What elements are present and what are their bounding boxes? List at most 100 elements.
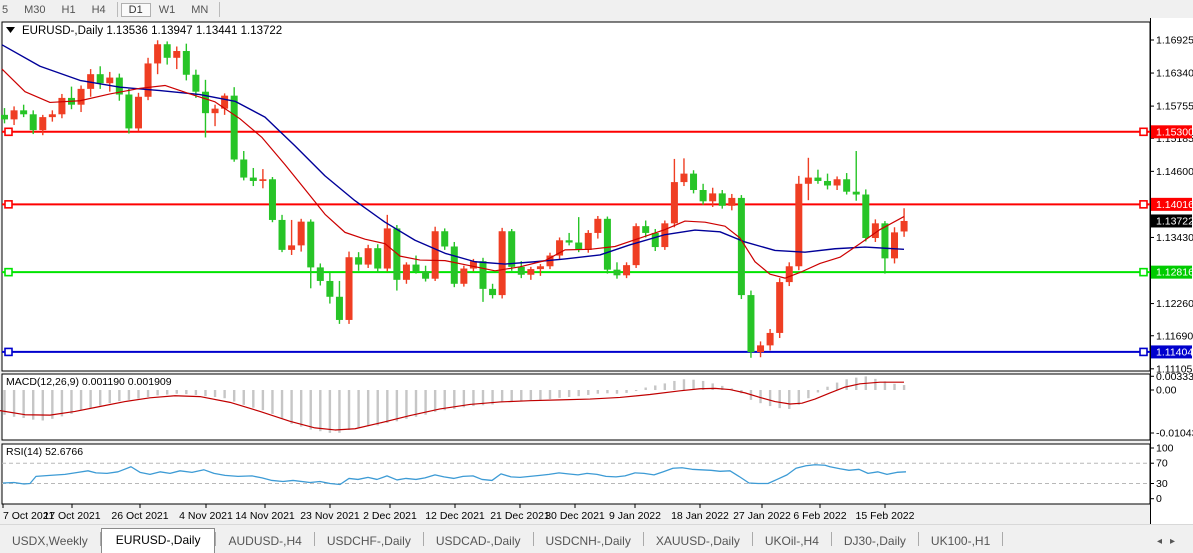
candle xyxy=(96,66,104,89)
candle xyxy=(728,193,736,211)
macd-histogram-bar xyxy=(108,390,111,404)
macd-histogram-bar xyxy=(893,383,896,390)
tab-uk100-h1[interactable]: UK100-,H1 xyxy=(930,534,991,548)
candle xyxy=(891,227,899,264)
candle-body xyxy=(690,173,698,190)
level-line-handle[interactable] xyxy=(4,200,13,209)
candle-body xyxy=(154,44,162,64)
tab-usdcad-daily[interactable]: USDCAD-,Daily xyxy=(435,534,521,548)
timeframe-button-m30[interactable]: M30 xyxy=(24,3,46,16)
macd-histogram-bar xyxy=(165,390,169,395)
candle-body xyxy=(182,51,190,75)
candle xyxy=(900,208,908,237)
candle-body xyxy=(843,179,851,192)
macd-histogram-bar xyxy=(701,380,705,390)
candle xyxy=(288,219,296,255)
chart-menu-arrow-icon[interactable] xyxy=(6,27,15,33)
candle-body xyxy=(489,288,497,296)
candle-body xyxy=(1,114,8,120)
candle-body xyxy=(441,231,449,247)
tab-dj30-daily[interactable]: DJ30-,Daily xyxy=(843,534,906,548)
candle-wick xyxy=(252,167,255,187)
candle-body xyxy=(422,271,430,279)
timeframe-button-w1[interactable]: W1 xyxy=(158,3,176,16)
rsi-axis-label: 70 xyxy=(1156,458,1168,470)
candle-body xyxy=(871,223,879,239)
tab-xauusd-daily[interactable]: XAUUSD-,Daily xyxy=(655,534,740,548)
macd-histogram-bar xyxy=(51,390,54,419)
level-line-handle[interactable] xyxy=(4,347,13,357)
macd-histogram-bar xyxy=(845,379,848,390)
candle-body xyxy=(517,266,525,275)
candle xyxy=(182,43,190,81)
tab-scroll-arrows[interactable]: ◂▸ xyxy=(1157,536,1183,547)
candle xyxy=(824,173,832,190)
level-line-handle[interactable] xyxy=(1139,267,1148,277)
macd-histogram-bar xyxy=(721,385,724,390)
macd-histogram-bar xyxy=(338,390,341,433)
tab-usdchf-daily[interactable]: USDCHF-,Daily xyxy=(326,534,411,548)
candle-body xyxy=(900,220,908,232)
macd-histogram-bar xyxy=(424,390,427,415)
candle-body xyxy=(316,267,324,281)
timeframe-button-h1[interactable]: H1 xyxy=(61,3,76,16)
timeframe-button-h4[interactable]: H4 xyxy=(91,3,106,16)
timeframe-button-mn[interactable]: MN xyxy=(191,3,209,16)
level-line-handle[interactable] xyxy=(4,267,13,277)
tab-ukoil-h4[interactable]: UKOil-,H4 xyxy=(764,534,819,548)
candle-wick xyxy=(855,151,857,201)
candle-body xyxy=(680,173,688,183)
candle xyxy=(355,252,363,271)
macd-histogram-bar xyxy=(577,390,580,397)
price-axis-box-label: 1.12816 xyxy=(1156,267,1193,279)
candle xyxy=(1,108,8,124)
price-axis-box xyxy=(1151,265,1192,279)
candle-body xyxy=(431,231,439,279)
tab-usdcnh-daily[interactable]: USDCNH-,Daily xyxy=(545,534,631,548)
candle xyxy=(125,88,133,134)
macd-histogram-bar xyxy=(462,390,466,408)
macd-histogram-bar xyxy=(634,390,638,391)
macd-histogram-bar xyxy=(711,383,714,390)
macd-histogram-bar xyxy=(32,390,35,420)
candle-body xyxy=(747,295,755,353)
price-axis-label: 1.15755 xyxy=(1156,101,1193,113)
tab-eurusd-daily[interactable]: EURUSD-,Daily xyxy=(100,528,216,553)
rsi-panel[interactable] xyxy=(1,443,1151,505)
timeframe-button-d1[interactable]: D1 xyxy=(120,2,151,17)
level-line-handle[interactable] xyxy=(1139,200,1148,209)
date-axis-label: 14 Nov 2021 xyxy=(235,510,295,522)
candle xyxy=(422,265,430,282)
main-chart-panel[interactable] xyxy=(1,21,1151,372)
candle xyxy=(508,228,516,271)
macd-histogram-bar xyxy=(682,379,686,390)
macd-histogram-bar xyxy=(22,390,25,419)
macd-panel[interactable] xyxy=(1,373,1151,441)
price-axis-box xyxy=(1151,125,1192,139)
macd-histogram-bar xyxy=(290,390,293,424)
level-line-handle[interactable] xyxy=(1139,127,1148,137)
candle-body xyxy=(230,95,238,160)
candle xyxy=(173,46,181,70)
macd-histogram-bar xyxy=(156,390,159,396)
candle xyxy=(106,71,114,92)
level-line-handle[interactable] xyxy=(4,127,13,137)
tab-audusd-h4[interactable]: AUDUSD-,H4 xyxy=(228,534,302,548)
macd-histogram-bar xyxy=(328,390,332,433)
price-axis-box-label: 1.13722 xyxy=(1156,215,1193,227)
candle-wick xyxy=(568,232,570,246)
candle xyxy=(642,220,650,238)
chart-canvas[interactable]: EURUSD-,Daily 1.13536 1.13947 1.13441 1.… xyxy=(0,18,1193,524)
candle-body xyxy=(776,282,784,333)
macd-histogram-bar xyxy=(797,390,801,405)
date-axis-label: 30 Dec 2021 xyxy=(545,510,605,522)
level-line-handle[interactable] xyxy=(1139,347,1148,357)
candle xyxy=(450,241,458,288)
candle xyxy=(326,272,334,304)
timeframe-button-m5[interactable]: 5 xyxy=(2,3,9,16)
rsi-axis-label: 100 xyxy=(1156,443,1174,455)
tab-usdx-weekly[interactable]: USDX,Weekly xyxy=(12,534,88,548)
candle-wick xyxy=(290,219,293,255)
date-axis-label: 9 Jan 2022 xyxy=(609,510,661,522)
macd-histogram-bar xyxy=(3,390,6,415)
